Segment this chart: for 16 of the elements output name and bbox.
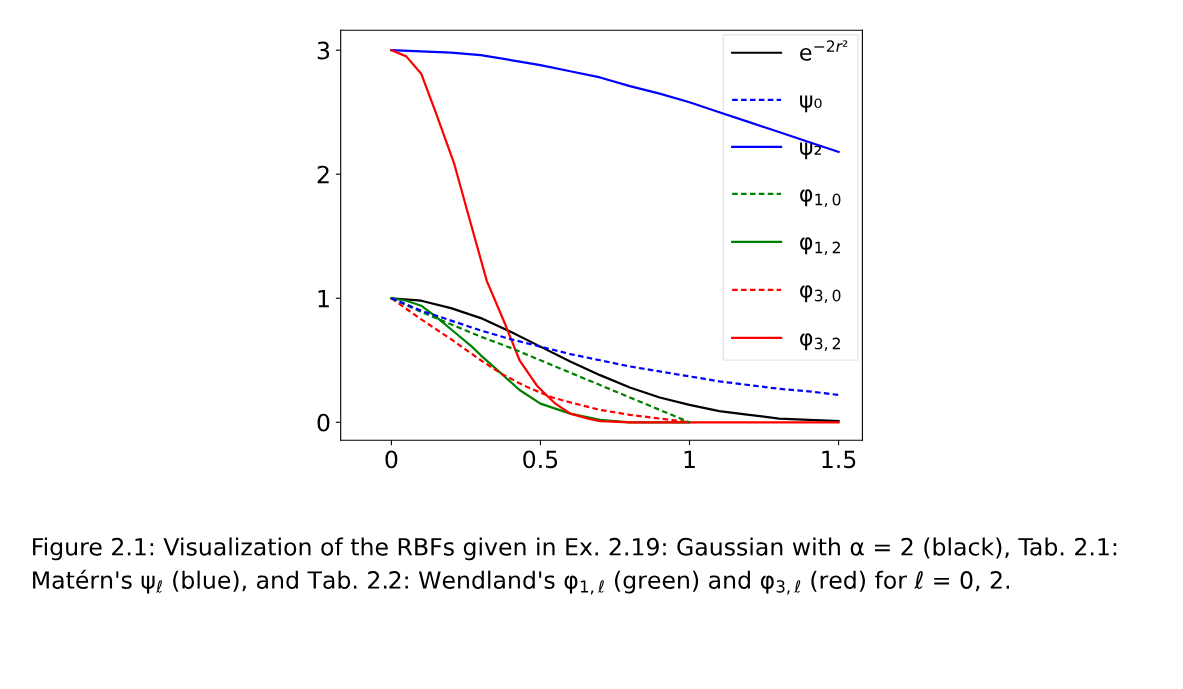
y-tick-label: 1 <box>318 290 329 308</box>
legend-label: φ$_{1,2}$ <box>800 237 840 255</box>
x-tick-label: 1.5 <box>822 450 856 469</box>
legend-label: φ$_{1,0}$ <box>800 189 841 207</box>
legend-label: φ$_{3,0}$ <box>800 285 841 303</box>
y-tick-label: 0 <box>317 413 330 432</box>
legend-label: ψ₀ <box>800 95 822 113</box>
x-tick-label: 0 <box>385 450 398 469</box>
legend-label: φ$_{3,2}$ <box>800 333 840 351</box>
caption: Figure 2.1: Visualization of the RBFs given in Ex. 2.19: Gaussian with α = 2 (black), Tab. 2.1: Matérn's ψ$_{ℓ}$ (blue), and Tab. 2.2: Wendland's φ$_{1,ℓ}$ (green) and φ$_{3,ℓ}$ (red) for ℓ = 0, 2. <box>33 537 1117 595</box>
y-tick-label: 2 <box>317 165 329 184</box>
x-tick-label: 0.5 <box>523 450 558 469</box>
legend-label: ψ₂ <box>800 142 822 160</box>
legend-label: e$^{−2r²}$ <box>800 40 848 61</box>
x-tick-label: 1 <box>684 450 695 468</box>
y-tick-label: 3 <box>317 41 330 60</box>
